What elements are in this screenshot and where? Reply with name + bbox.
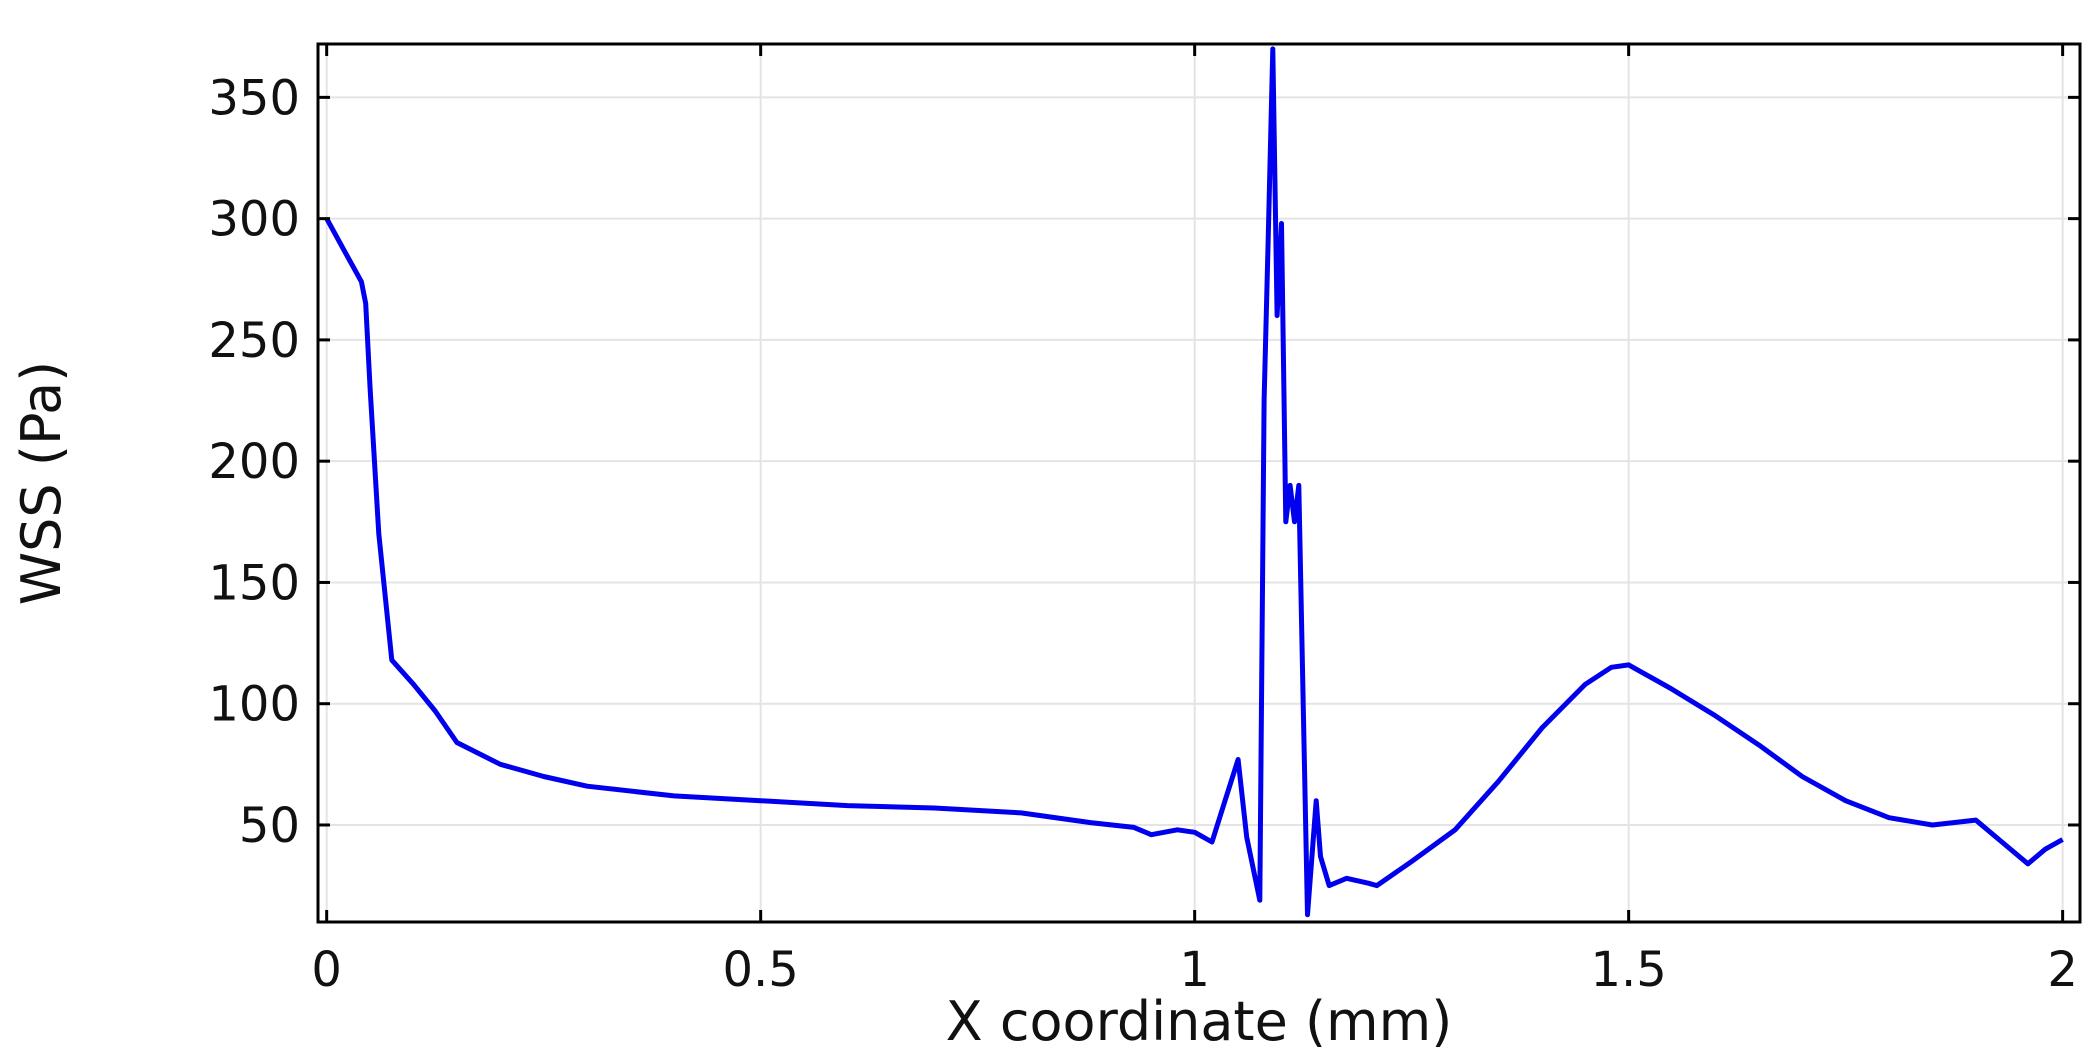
y-tick-label: 200 [208,434,300,490]
x-tick-label: 1.5 [1590,942,1666,998]
x-axis-title: X coordinate (mm) [946,990,1453,1053]
x-tick-labels: 0 0.5 1 1.5 2 [311,942,2078,998]
y-tick-label: 100 [208,677,300,733]
tick-marks [318,44,2080,922]
y-axis-title: WSS (Pa) [10,361,73,605]
y-tick-label: 300 [208,192,300,248]
y-tick-label: 350 [208,70,300,126]
x-tick-label: 0.5 [722,942,798,998]
y-tick-labels: 50 100 150 200 250 300 350 [208,70,300,854]
series-layer [324,46,2064,918]
y-tick-label: 250 [208,313,300,369]
x-tick-label: 2 [2047,942,2078,998]
x-tick-label: 0 [311,942,342,998]
grid-lines [318,44,2080,922]
plot-frame [316,42,2082,924]
y-tick-label: 50 [239,798,300,854]
x-tick-label: 1 [1179,942,1210,998]
y-tick-label: 150 [208,555,300,611]
series-line [324,46,2064,918]
